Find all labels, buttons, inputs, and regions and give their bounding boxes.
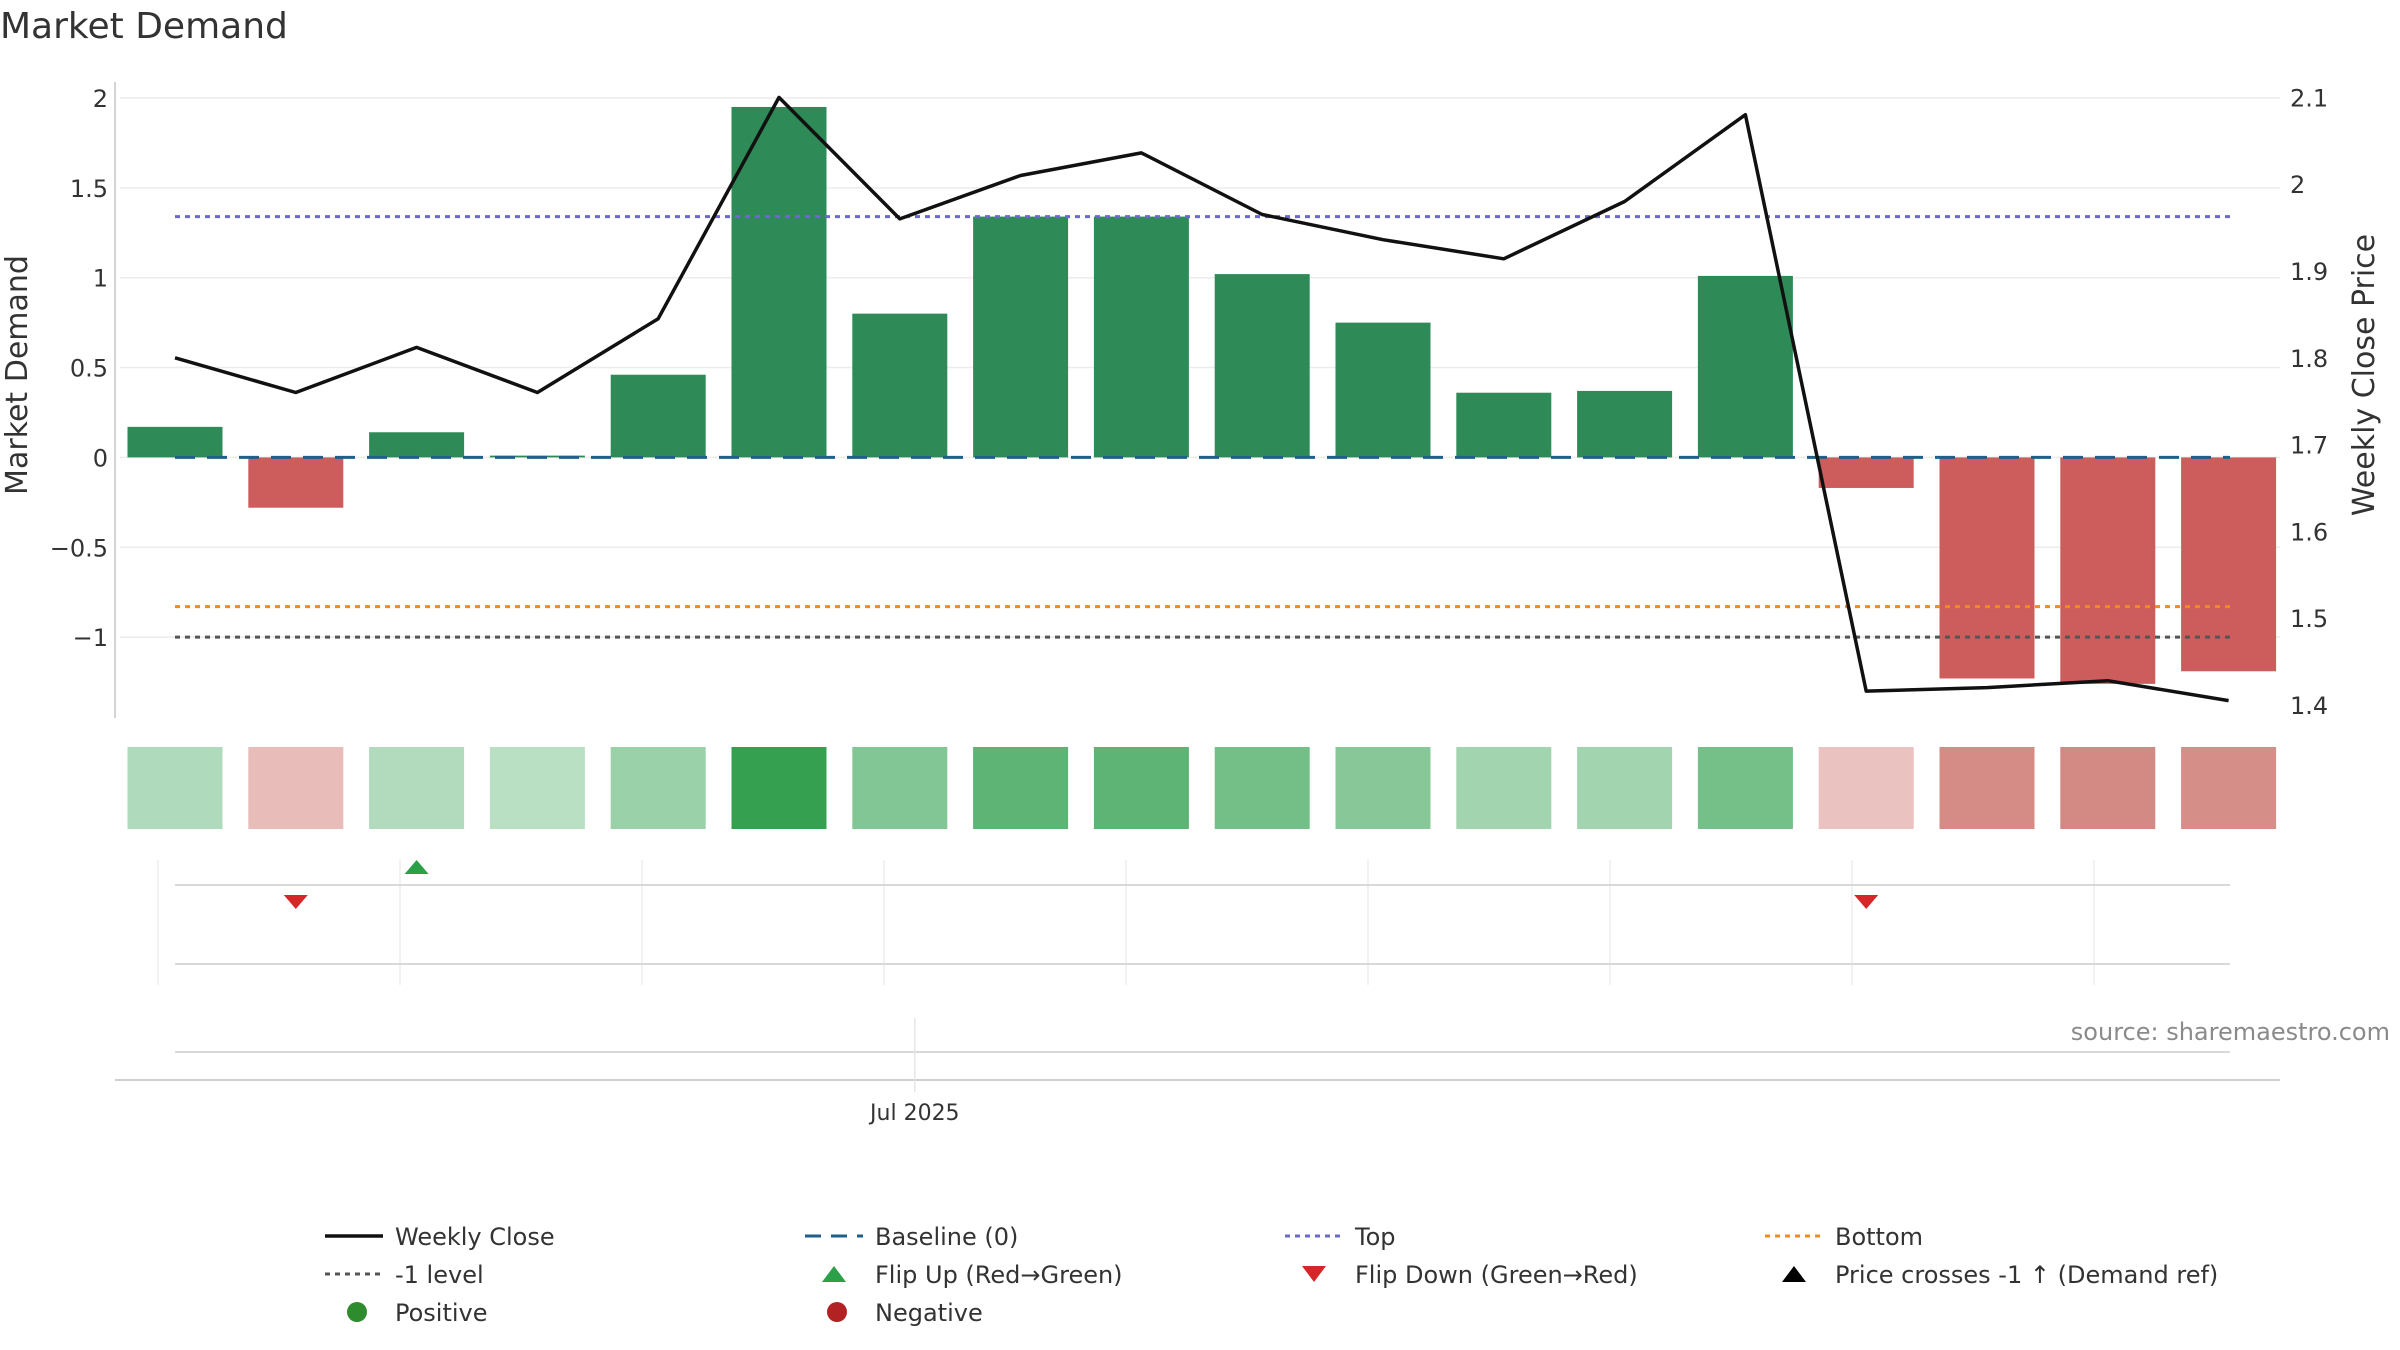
heat-cell [1577, 747, 1673, 829]
reference-lines [175, 215, 2230, 639]
demand-bar [1818, 457, 1914, 488]
demand-bar [1939, 457, 2035, 679]
demand-bar [610, 374, 706, 458]
right-y-axis: 2.1 2 1.9 1.8 1.7 1.6 1.5 1.4 [2290, 84, 2328, 720]
flip-markers-panel [157, 860, 2230, 985]
demand-bars [127, 106, 2277, 684]
heat-cell [731, 747, 827, 829]
demand-bar [2181, 457, 2277, 672]
legend-label: Positive [395, 1299, 488, 1327]
weekly-close-series [174, 95, 2229, 703]
demand-bar [1697, 275, 1793, 458]
left-tick-label: 0.5 [70, 355, 108, 383]
left-tick-label: −0.5 [50, 534, 108, 562]
heat-cell [369, 747, 465, 829]
right-tick-label: 1.6 [2290, 518, 2328, 546]
demand-bar [2060, 457, 2156, 684]
legend-label: -1 level [395, 1261, 484, 1289]
legend-label: Negative [875, 1299, 983, 1327]
chart-title: Market Demand [0, 6, 288, 47]
demand-heat-strip [127, 747, 2277, 829]
left-tick-label: 1.5 [70, 175, 108, 203]
weekly-close-line [174, 95, 2229, 703]
right-tick-label: 1.4 [2290, 692, 2328, 720]
left-axis-label: Market Demand [0, 255, 35, 495]
heat-cell [1456, 747, 1552, 829]
flip-down-marker [283, 895, 308, 909]
price-cross-panel [175, 963, 2230, 1053]
left-tick-label: 2 [93, 85, 108, 113]
source-credit: source: sharemaestro.com [2071, 1018, 2390, 1046]
heat-cell [1818, 747, 1914, 829]
heat-cell [127, 747, 223, 829]
legend-label: Flip Down (Green→Red) [1355, 1261, 1638, 1289]
left-y-axis: 2 1.5 1 0.5 0 −0.5 −1 [50, 82, 116, 718]
legend-swatch [827, 1302, 847, 1322]
right-tick-label: 2 [2290, 171, 2305, 199]
demand-bar [973, 216, 1069, 458]
demand-bar [852, 313, 948, 458]
heat-cell [1093, 747, 1189, 829]
heat-cell [2060, 747, 2156, 829]
heat-cell [2181, 747, 2277, 829]
legend-swatch [822, 1266, 846, 1282]
demand-bar [248, 457, 344, 508]
demand-bar [1335, 322, 1431, 458]
demand-bar [127, 426, 223, 458]
flip-up-marker [404, 860, 429, 874]
legend-swatch [1782, 1266, 1806, 1282]
heat-cell [1697, 747, 1793, 829]
demand-bar [1456, 392, 1552, 458]
legend-swatch [1302, 1266, 1326, 1282]
right-tick-label: 1.9 [2290, 258, 2328, 286]
heat-cell [973, 747, 1069, 829]
heat-cell [1335, 747, 1431, 829]
left-tick-label: 1 [93, 265, 108, 293]
right-tick-label: 1.5 [2290, 605, 2328, 633]
legend-swatch [347, 1302, 367, 1322]
demand-bar [369, 432, 465, 458]
heat-cell [852, 747, 948, 829]
heat-cell [248, 747, 344, 829]
legend: Weekly Close Baseline (0) Top Bottom -1 leve… [325, 1223, 2218, 1327]
demand-bar [731, 106, 827, 458]
flip-down-marker [1854, 895, 1879, 909]
demand-bar [1214, 274, 1310, 458]
heat-cell [610, 747, 706, 829]
legend-label: Top [1354, 1223, 1396, 1251]
legend-label: Flip Up (Red→Green) [875, 1261, 1123, 1289]
heat-cell [1214, 747, 1310, 829]
legend-label: Weekly Close [395, 1223, 555, 1251]
right-tick-label: 1.8 [2290, 345, 2328, 373]
legend-label: Bottom [1835, 1223, 1923, 1251]
demand-bar [1093, 216, 1189, 458]
legend-label: Price crosses -1 ↑ (Demand ref) [1835, 1261, 2218, 1289]
heat-cell [489, 747, 585, 829]
legend-label: Baseline (0) [875, 1223, 1018, 1251]
right-axis-label: Weekly Close Price [2347, 234, 2382, 516]
right-tick-label: 2.1 [2290, 84, 2328, 112]
left-tick-label: 0 [93, 444, 108, 472]
date-axis: Jul 2025 [115, 1018, 2280, 1126]
date-tick-label: Jul 2025 [868, 1101, 960, 1126]
left-tick-label: −1 [73, 624, 108, 652]
demand-bar [1577, 390, 1673, 458]
right-tick-label: 1.7 [2290, 432, 2328, 460]
heat-cell [1939, 747, 2035, 829]
